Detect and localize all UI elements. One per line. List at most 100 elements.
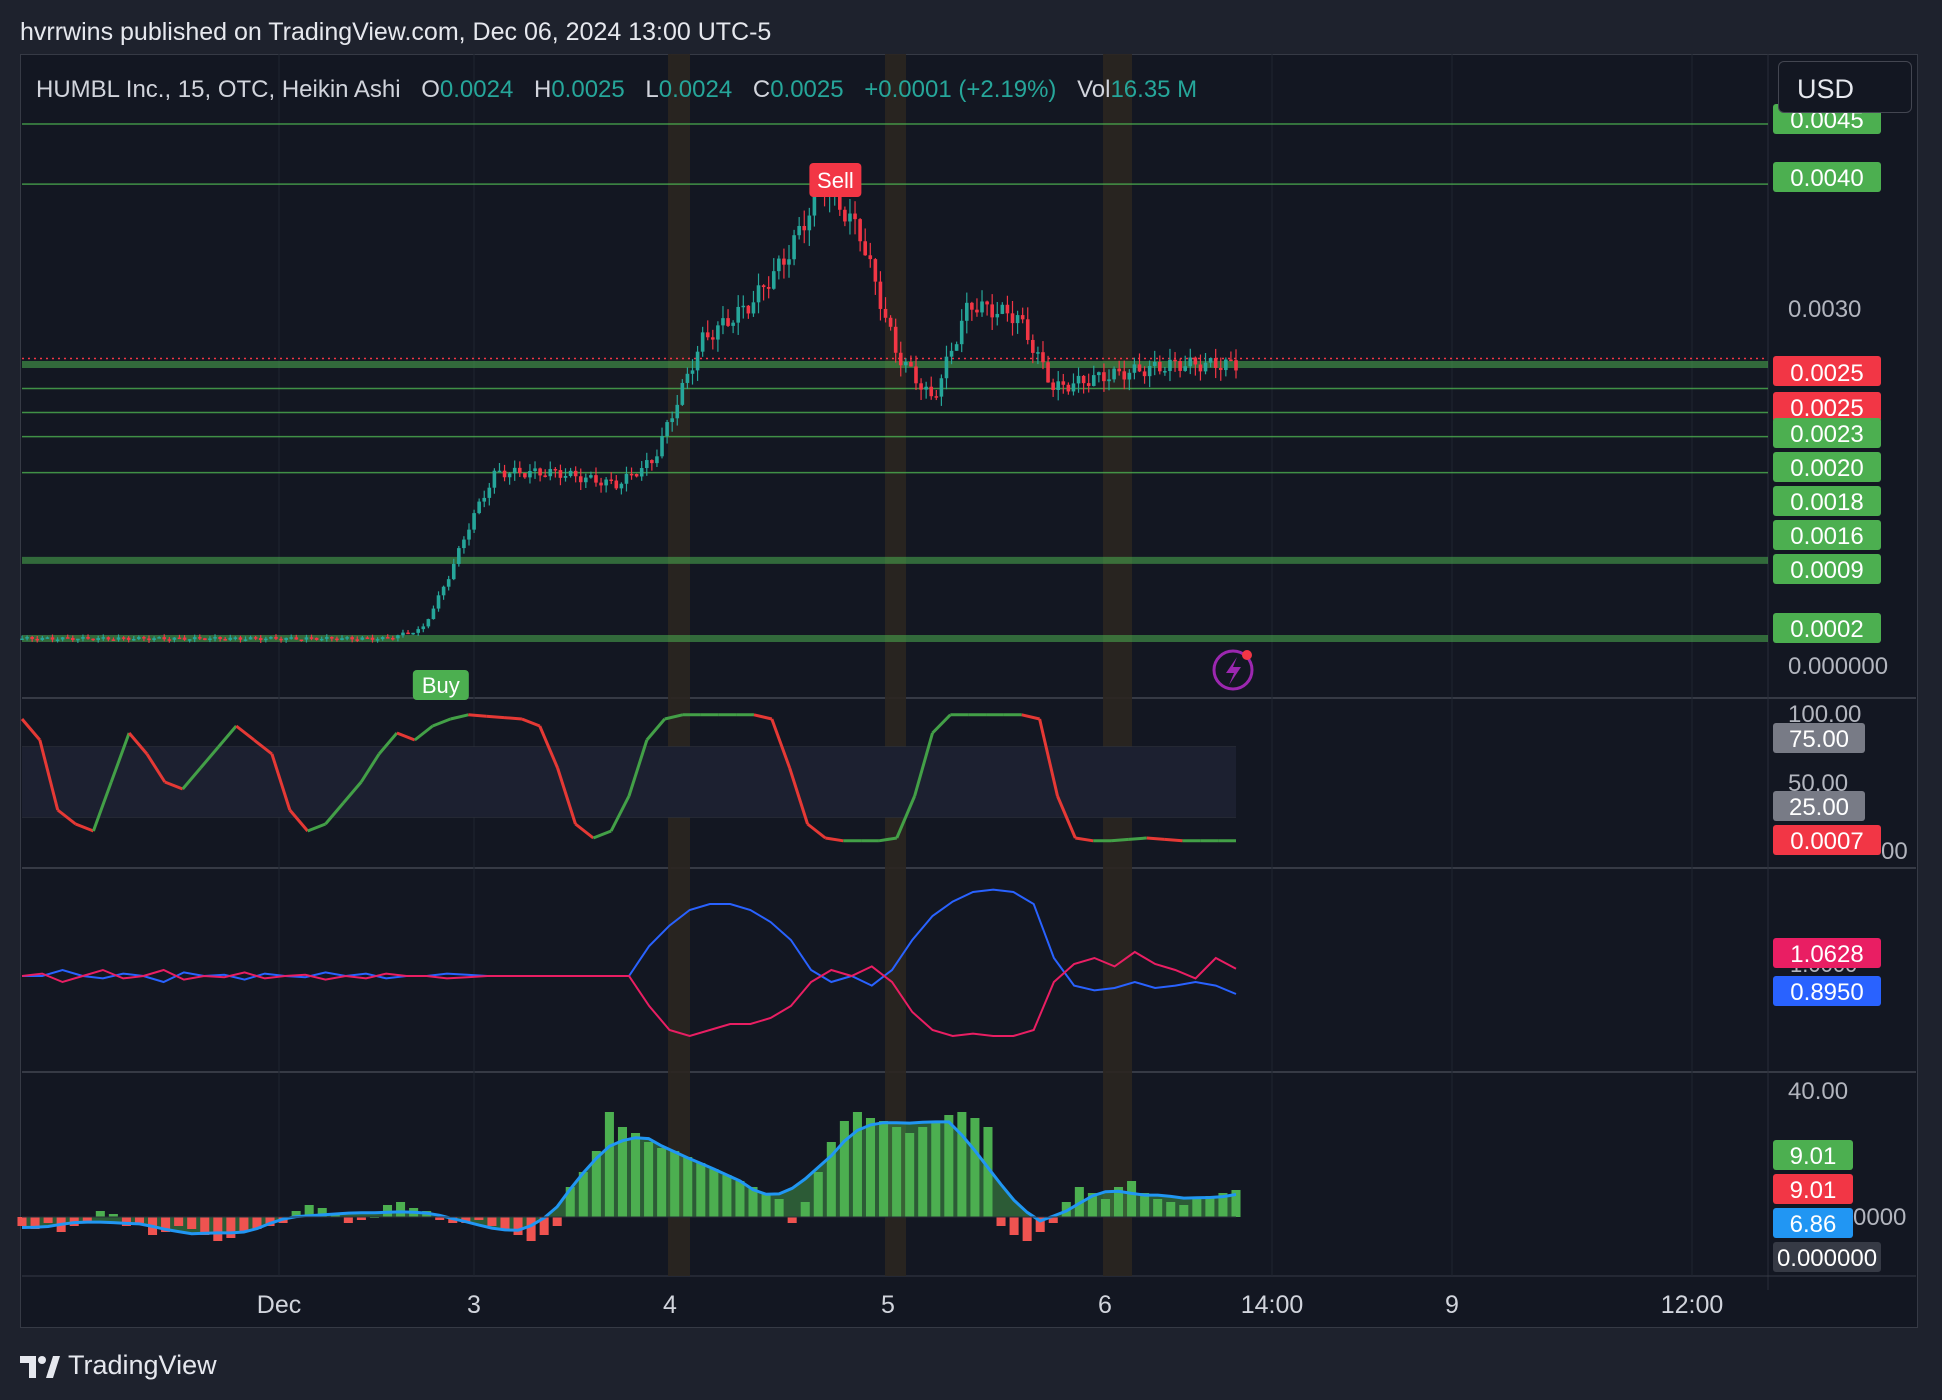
candle-body [761, 285, 766, 288]
momentum-bar [591, 1151, 601, 1217]
momentum-bar [487, 1217, 497, 1226]
candle-body [233, 637, 238, 639]
candle-body [954, 344, 959, 351]
momentum-bar [852, 1112, 862, 1217]
candle-body [177, 637, 182, 640]
osc-segment [1021, 713, 1040, 721]
candle-body [644, 460, 649, 469]
momentum-bar [1218, 1193, 1228, 1217]
candle-body [1097, 372, 1101, 376]
momentum-bar [252, 1217, 262, 1229]
osc-badge-1-label: 25.00 [1789, 794, 1849, 821]
osc-segment [432, 717, 452, 728]
momentum-bar [970, 1118, 980, 1217]
momentum-bar [1153, 1199, 1163, 1217]
candle-body [873, 259, 878, 282]
candle-body [538, 468, 542, 476]
symbol-legend: HUMBL Inc., 15, OTC, Heikin Ashi O0.0024… [36, 76, 1197, 104]
momentum-bar [1087, 1193, 1097, 1217]
candle-body [324, 637, 329, 639]
momentum-bar [121, 1217, 131, 1226]
candle-body [553, 468, 558, 471]
momentum-bar [604, 1112, 614, 1217]
candle-body [883, 308, 888, 318]
candle-body [1203, 362, 1208, 372]
candle-body [406, 632, 410, 635]
candle-body [421, 626, 426, 630]
osc-segment [217, 725, 238, 748]
candle-body [726, 318, 730, 326]
candle-body [980, 301, 984, 313]
footer-brand[interactable]: TradingView [20, 1350, 217, 1381]
candle-body [25, 637, 29, 639]
candle-body [106, 637, 111, 640]
candle-body [492, 470, 497, 488]
momentum-bar [918, 1127, 928, 1217]
currency-button[interactable]: USD [1778, 61, 1912, 113]
momentum-bar [905, 1133, 915, 1217]
candle-body [1071, 383, 1076, 392]
close-label: C [752, 76, 771, 103]
momentum-bar [500, 1217, 510, 1229]
momentum-bar [213, 1217, 223, 1241]
candle-body [782, 258, 786, 265]
candles-group [20, 173, 1238, 643]
candle-body [802, 225, 807, 231]
dmi-badge-1 [1773, 976, 1881, 1006]
candle-body [716, 325, 720, 340]
level-badge-3 [1773, 418, 1881, 448]
candle-body [330, 637, 334, 639]
candle-body [792, 235, 796, 260]
candle-body [304, 637, 309, 640]
footer-brand-text: TradingView [68, 1350, 217, 1380]
dmi-badge-0 [1773, 938, 1881, 968]
momentum-tick-label-0: 40.00 [1788, 1078, 1848, 1105]
dmi-badge-1-label: 0.8950 [1790, 979, 1863, 1006]
candle-body [685, 373, 690, 383]
candle-body [375, 639, 380, 641]
osc-segment [895, 795, 917, 839]
candle-body [472, 513, 476, 530]
candle-body [1208, 358, 1213, 363]
momentum-bar [800, 1202, 810, 1217]
candle-body [340, 638, 344, 641]
candle-body [848, 213, 852, 222]
momentum-bar [200, 1217, 210, 1235]
chart-frame[interactable] [20, 54, 1918, 1328]
candle-body [35, 638, 40, 641]
momentum-bar [944, 1115, 954, 1217]
candle-body [187, 639, 192, 641]
candle-body [766, 287, 771, 289]
candle-body [507, 473, 512, 478]
osc-segment [486, 714, 505, 720]
momentum-bar [1048, 1217, 1058, 1223]
momentum-bar [839, 1121, 849, 1217]
candle-body [909, 362, 913, 367]
level-badge-1 [1773, 162, 1881, 192]
candle-body [975, 309, 979, 313]
candle-body [1117, 368, 1121, 372]
osc-badge-0-label: 75.00 [1789, 726, 1849, 753]
candle-body [797, 225, 801, 236]
momentum-bar [709, 1169, 719, 1217]
candle-body [914, 366, 918, 384]
momentum-bar [826, 1142, 836, 1217]
vol-value: 16.35 M [1110, 76, 1198, 103]
candle-body [1031, 339, 1035, 353]
osc-segment [20, 718, 41, 741]
candle-body [1218, 367, 1223, 371]
momentum-bar [317, 1208, 327, 1217]
level-badge-4-label: 0.0020 [1790, 455, 1863, 482]
osc-segment [450, 713, 469, 721]
osc-segment [825, 836, 844, 843]
candle-body [213, 637, 217, 639]
momentum-bar [1205, 1196, 1215, 1217]
momentum-badge-0-label: 9.01 [1790, 1143, 1837, 1170]
osc-band-fill [22, 747, 1236, 817]
momentum-bar [226, 1217, 236, 1238]
candle-body [497, 470, 502, 473]
candle-body [1137, 364, 1142, 372]
candle-body [558, 470, 563, 478]
candle-body [55, 639, 60, 641]
